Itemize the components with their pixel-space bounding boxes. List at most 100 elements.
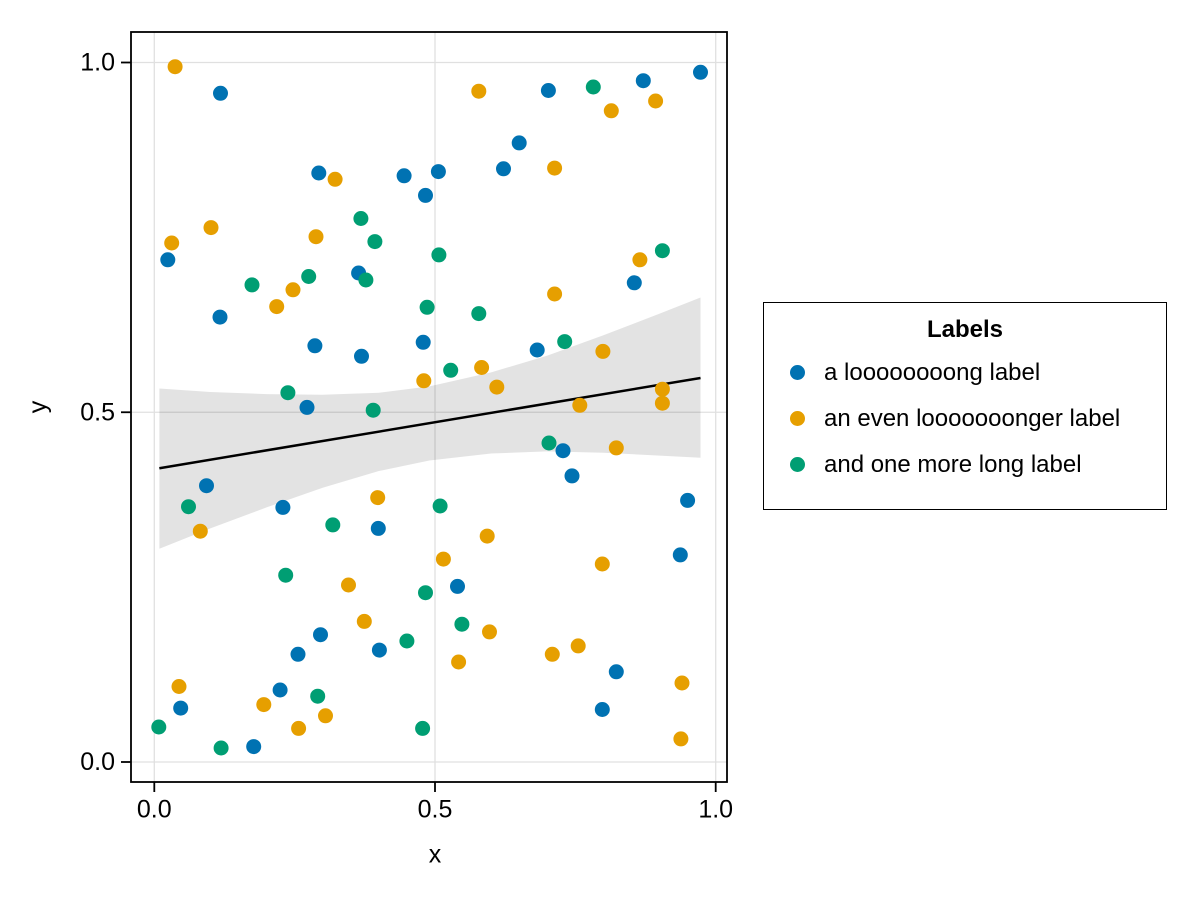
data-point bbox=[654, 243, 670, 259]
data-point bbox=[299, 399, 315, 415]
data-point bbox=[313, 627, 328, 643]
data-point bbox=[341, 577, 356, 593]
data-point bbox=[370, 490, 386, 506]
data-point bbox=[430, 164, 446, 180]
data-point bbox=[278, 567, 294, 583]
y-tick-label: 0.0 bbox=[80, 748, 115, 776]
data-point bbox=[353, 211, 369, 226]
data-point bbox=[291, 720, 307, 736]
data-point bbox=[396, 168, 412, 184]
data-point bbox=[471, 306, 487, 322]
data-point bbox=[418, 187, 433, 203]
legend-box: Labels a loooooooong label an even loooo… bbox=[763, 302, 1167, 510]
data-point bbox=[171, 679, 187, 694]
data-point bbox=[415, 334, 431, 350]
data-point bbox=[354, 348, 369, 364]
data-point bbox=[419, 299, 435, 315]
x-tick-label: 0.5 bbox=[418, 796, 453, 824]
data-point bbox=[547, 286, 563, 302]
legend-label: a loooooooong label bbox=[824, 359, 1041, 386]
data-point bbox=[594, 556, 610, 572]
legend-label: an even looooooonger label bbox=[824, 405, 1121, 432]
legend-label: and one more long label bbox=[824, 451, 1082, 478]
data-point bbox=[570, 638, 586, 654]
data-point bbox=[432, 498, 448, 514]
data-point bbox=[557, 334, 573, 350]
data-point bbox=[511, 135, 527, 151]
data-point bbox=[356, 613, 372, 629]
data-point bbox=[358, 272, 374, 288]
x-tick-label: 1.0 bbox=[698, 796, 733, 824]
data-point bbox=[585, 79, 601, 95]
data-point bbox=[595, 343, 611, 359]
data-point bbox=[529, 342, 545, 358]
data-point bbox=[450, 578, 465, 594]
data-point bbox=[626, 275, 642, 291]
data-point bbox=[192, 523, 208, 539]
data-point bbox=[272, 682, 288, 698]
data-point bbox=[285, 282, 301, 298]
data-point bbox=[635, 73, 651, 89]
y-axis-label: y bbox=[24, 400, 52, 413]
data-point bbox=[307, 338, 323, 354]
legend-entry: a loooooooong label bbox=[790, 359, 1120, 386]
data-point bbox=[482, 624, 497, 640]
data-point bbox=[311, 165, 327, 181]
data-point bbox=[151, 719, 167, 735]
data-point bbox=[416, 373, 432, 389]
data-point bbox=[301, 269, 317, 284]
data-point bbox=[608, 440, 624, 456]
legend-entries: a loooooooong label an even looooooonger… bbox=[764, 359, 1120, 478]
data-point bbox=[673, 731, 689, 747]
data-point bbox=[693, 64, 708, 80]
data-point bbox=[164, 235, 180, 251]
data-point bbox=[632, 252, 648, 268]
data-point bbox=[454, 616, 470, 632]
data-point bbox=[181, 499, 196, 515]
data-point bbox=[160, 252, 176, 268]
data-point bbox=[418, 585, 433, 601]
legend-marker-icon bbox=[790, 365, 805, 380]
data-point bbox=[327, 171, 343, 187]
data-point bbox=[256, 697, 272, 713]
data-point bbox=[371, 642, 387, 658]
data-point bbox=[540, 83, 556, 98]
data-point bbox=[471, 83, 487, 99]
data-point bbox=[672, 547, 688, 563]
data-point bbox=[365, 402, 381, 418]
data-point bbox=[572, 397, 588, 413]
data-point bbox=[680, 492, 696, 508]
data-point bbox=[308, 229, 324, 245]
data-point bbox=[489, 379, 505, 395]
data-point bbox=[203, 220, 219, 236]
data-point bbox=[213, 740, 229, 756]
data-point bbox=[173, 700, 189, 716]
y-tick-label: 0.5 bbox=[80, 398, 115, 426]
data-point bbox=[310, 688, 326, 704]
data-point bbox=[594, 702, 610, 717]
data-point bbox=[399, 633, 415, 649]
data-point bbox=[213, 85, 228, 101]
data-point bbox=[318, 708, 333, 724]
x-tick-label: 0.0 bbox=[137, 796, 172, 824]
data-point bbox=[474, 360, 490, 375]
data-point bbox=[246, 739, 262, 755]
data-point bbox=[199, 478, 214, 494]
x-axis-label: x bbox=[429, 841, 442, 869]
legend-entry: an even looooooonger label bbox=[790, 405, 1121, 432]
data-point bbox=[564, 468, 580, 484]
legend-marker-icon bbox=[790, 457, 805, 472]
data-point bbox=[167, 59, 183, 75]
data-point bbox=[325, 517, 341, 533]
data-point bbox=[603, 103, 619, 119]
data-point bbox=[269, 299, 285, 315]
plot-border bbox=[130, 31, 728, 783]
data-point bbox=[496, 161, 511, 177]
legend-marker-icon bbox=[790, 411, 805, 426]
data-point bbox=[451, 654, 467, 670]
data-point bbox=[212, 309, 228, 325]
data-point bbox=[415, 720, 431, 736]
regression-line bbox=[159, 376, 701, 470]
legend-title: Labels bbox=[926, 316, 1004, 343]
